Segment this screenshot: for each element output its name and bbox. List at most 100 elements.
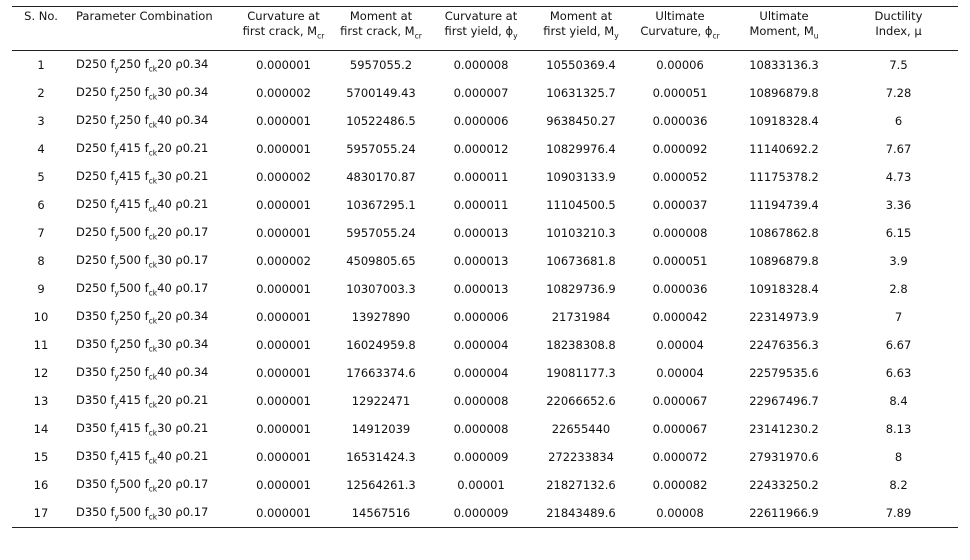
cell-ultimate-curvature: 0.000042 bbox=[652, 310, 708, 324]
fck-subscript: ck bbox=[148, 372, 158, 382]
cell-curvature-first-crack: 0.000001 bbox=[256, 478, 311, 492]
cell-ductility-index: 8.4 bbox=[889, 394, 908, 408]
cell-sno: 4 bbox=[37, 142, 45, 156]
cell-moment-first-crack: 5957055.24 bbox=[346, 226, 416, 240]
fck-value: 20 bbox=[157, 392, 172, 407]
depth-value: D350 bbox=[76, 448, 107, 463]
table-row: 17 D350 fy500 fck30 ρ0.17 0.000001 14567516… bbox=[12, 499, 958, 528]
table-body: 1 D250 fy250 fck20 ρ0.34 0.000001 5957055.2… bbox=[12, 51, 958, 528]
cell-moment-first-yield: 21731984 bbox=[551, 310, 611, 324]
fy-subscript: y bbox=[114, 428, 119, 438]
rho-value: ρ0.34 bbox=[175, 112, 209, 127]
cell-moment-first-crack: 10367295.1 bbox=[346, 198, 416, 212]
depth-value: D350 bbox=[76, 420, 107, 435]
cell-ultimate-curvature: 0.000008 bbox=[652, 226, 708, 240]
cell-ductility-index: 7.89 bbox=[839, 499, 958, 528]
cell-parameter-combination: D250 fy250 fck20 ρ0.34 bbox=[76, 56, 209, 74]
fck-value: 30 bbox=[157, 252, 172, 267]
fck-value: 20 bbox=[157, 224, 172, 239]
fck-subscript: ck bbox=[148, 92, 158, 102]
table-row: 15 D350 fy415 fck40 ρ0.21 0.000001 16531424… bbox=[12, 443, 958, 471]
fck-value: 20 bbox=[157, 56, 172, 71]
cell-curvature-first-yield: 0.000007 bbox=[453, 86, 509, 100]
fy-value: 415 bbox=[118, 196, 141, 211]
table-row: 6 D250 fy415 fck40 ρ0.21 0.000001 10367295.… bbox=[12, 191, 958, 219]
depth-value: D350 bbox=[76, 336, 107, 351]
cell-curvature-first-crack: 0.000001 bbox=[256, 58, 311, 72]
fy-value: 250 bbox=[118, 364, 141, 379]
fck-value: 30 bbox=[157, 336, 172, 351]
cell-moment-first-crack: 14912039 bbox=[351, 422, 411, 436]
cell-moment-first-yield: 10631325.7 bbox=[546, 86, 616, 100]
fy-value: 415 bbox=[118, 392, 141, 407]
fck-subscript: ck bbox=[148, 344, 158, 354]
cell-parameter-combination: D350 fy250 fck40 ρ0.34 bbox=[76, 364, 209, 382]
cell-sno: 5 bbox=[37, 170, 45, 184]
cell-parameter-combination: D350 fy500 fck30 ρ0.17 bbox=[70, 499, 236, 528]
cell-ultimate-moment: 10833136.3 bbox=[749, 58, 819, 72]
header-ultimate-curvature: Ultimate Curvature, ϕcr bbox=[631, 6, 729, 51]
fck-value: 30 bbox=[157, 504, 172, 519]
cell-curvature-first-yield: 0.000008 bbox=[453, 58, 509, 72]
fy-subscript: y bbox=[114, 512, 119, 522]
rho-value: ρ0.34 bbox=[175, 336, 209, 351]
rho-value: ρ0.34 bbox=[175, 56, 209, 71]
fy-subscript: y bbox=[114, 92, 119, 102]
cell-moment-first-crack: 16024959.8 bbox=[346, 338, 416, 352]
fck-subscript: ck bbox=[148, 64, 158, 74]
cell-parameter-combination: D350 fy415 fck20 ρ0.21 bbox=[76, 392, 209, 410]
fy-value: 250 bbox=[118, 56, 141, 71]
cell-moment-first-yield: 22066652.6 bbox=[546, 394, 616, 408]
cell-curvature-first-yield: 0.000006 bbox=[453, 310, 509, 324]
fy-value: 500 bbox=[118, 280, 141, 295]
cell-parameter-combination: D350 fy250 fck20 ρ0.34 bbox=[76, 308, 209, 326]
depth-value: D350 bbox=[76, 392, 107, 407]
cell-sno: 9 bbox=[37, 282, 45, 296]
fy-subscript: y bbox=[114, 232, 119, 242]
rho-value: ρ0.34 bbox=[175, 308, 209, 323]
depth-value: D250 bbox=[76, 168, 107, 183]
cell-ductility-index: 6.67 bbox=[885, 338, 912, 352]
cell-moment-first-yield: 22655440 bbox=[551, 422, 611, 436]
cell-ultimate-moment: 22314973.9 bbox=[749, 310, 819, 324]
cell-curvature-first-yield: 0.000008 bbox=[453, 422, 509, 436]
depth-value: D250 bbox=[76, 280, 107, 295]
fck-subscript: ck bbox=[148, 484, 158, 494]
rho-value: ρ0.21 bbox=[175, 420, 209, 435]
fck-subscript: ck bbox=[148, 428, 158, 438]
header-moment-first-yield: Moment at first yield, My bbox=[531, 6, 631, 51]
fy-subscript: y bbox=[114, 148, 119, 158]
cell-curvature-first-yield: 0.000009 bbox=[431, 499, 531, 528]
fck-subscript: ck bbox=[148, 316, 158, 326]
fck-value: 40 bbox=[157, 448, 172, 463]
cell-ultimate-moment: 10867862.8 bbox=[749, 226, 819, 240]
header-curvature-first-crack: Curvature at first crack, Mcr bbox=[236, 6, 331, 51]
fy-value: 250 bbox=[118, 336, 141, 351]
fck-subscript: ck bbox=[148, 232, 158, 242]
fck-subscript: ck bbox=[148, 288, 158, 298]
cell-parameter-combination: D250 fy500 fck40 ρ0.17 bbox=[76, 280, 209, 298]
cell-curvature-first-crack: 0.000001 bbox=[256, 282, 311, 296]
fck-value: 30 bbox=[157, 420, 172, 435]
cell-curvature-first-crack: 0.000001 bbox=[256, 422, 311, 436]
cell-parameter-combination: D250 fy415 fck30 ρ0.21 bbox=[76, 168, 209, 186]
cell-moment-first-crack: 5700149.43 bbox=[346, 86, 416, 100]
cell-parameter-combination: D350 fy415 fck40 ρ0.21 bbox=[76, 448, 209, 466]
table-row: 3 D250 fy250 fck40 ρ0.34 0.000001 10522486.… bbox=[12, 107, 958, 135]
cell-ultimate-moment: 11194739.4 bbox=[749, 198, 819, 212]
cell-ultimate-curvature: 0.000067 bbox=[652, 422, 708, 436]
fy-value: 250 bbox=[118, 308, 141, 323]
cell-sno: 12 bbox=[33, 366, 49, 380]
cell-moment-first-yield: 10550369.4 bbox=[546, 58, 616, 72]
cell-moment-first-yield: 10673681.8 bbox=[546, 254, 616, 268]
cell-moment-first-yield: 11104500.5 bbox=[546, 198, 616, 212]
fy-value: 415 bbox=[118, 168, 141, 183]
fy-subscript: y bbox=[114, 204, 119, 214]
header-parameter-combination: Parameter Combination bbox=[70, 6, 236, 51]
cell-moment-first-crack: 5957055.2 bbox=[349, 58, 413, 72]
cell-moment-first-yield: 21843489.6 bbox=[531, 499, 631, 528]
rho-value: ρ0.21 bbox=[175, 448, 209, 463]
cell-sno: 16 bbox=[33, 478, 49, 492]
rho-value: ρ0.34 bbox=[175, 364, 209, 379]
cell-moment-first-crack: 4509805.65 bbox=[346, 254, 416, 268]
